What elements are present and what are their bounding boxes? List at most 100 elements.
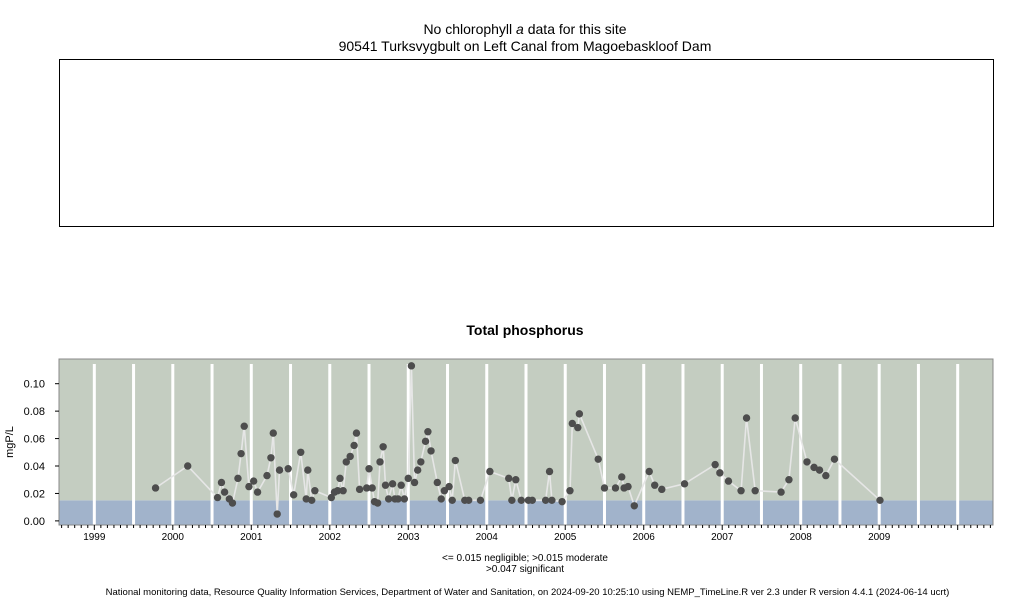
data-point — [742, 414, 751, 422]
data-point — [437, 495, 445, 503]
x-tick-label: 2005 — [554, 532, 577, 543]
data-point — [815, 466, 824, 474]
data-point — [376, 458, 384, 466]
data-point — [304, 466, 312, 474]
data-point — [379, 443, 387, 451]
data-point — [237, 449, 245, 458]
data-point — [486, 467, 494, 476]
data-point — [680, 480, 689, 488]
data-point — [810, 463, 818, 472]
data-point — [284, 465, 292, 473]
y-tick-label: 0.10 — [24, 379, 45, 391]
chart-title: Total phosphorus — [466, 322, 584, 338]
data-point — [541, 496, 550, 505]
threshold-note-1: <= 0.015 negligible; >0.015 moderate — [442, 553, 608, 564]
data-point — [373, 499, 382, 507]
data-point — [253, 488, 262, 496]
x-tick-label: 2009 — [868, 532, 891, 543]
data-point — [220, 488, 229, 496]
y-tick-label: 0.04 — [24, 461, 45, 473]
data-point — [228, 499, 237, 507]
data-point — [476, 496, 485, 505]
data-point — [365, 465, 373, 473]
data-point — [448, 496, 456, 505]
x-tick-label: 2008 — [790, 532, 813, 543]
data-point — [417, 458, 425, 466]
data-point — [517, 496, 525, 505]
data-point — [630, 502, 639, 510]
data-point — [876, 496, 884, 505]
data-point — [269, 429, 277, 437]
x-tick-label: 2001 — [240, 532, 263, 543]
data-point — [400, 495, 409, 503]
data-point — [275, 466, 284, 474]
data-point — [433, 478, 442, 487]
data-point — [737, 487, 745, 495]
data-point — [410, 478, 419, 487]
x-tick-label: 2004 — [476, 532, 499, 543]
data-point — [427, 447, 435, 455]
data-point — [249, 477, 258, 485]
data-point — [545, 467, 554, 476]
data-point — [308, 496, 316, 505]
data-point — [465, 496, 473, 505]
top-title-italic: a — [516, 21, 524, 37]
data-point — [618, 473, 626, 481]
data-point — [413, 466, 422, 474]
x-tick-label: 1999 — [83, 532, 106, 543]
y-tick-label: 0.08 — [24, 406, 45, 418]
data-point — [785, 476, 793, 484]
threshold-note-2: >0.047 significant — [485, 564, 565, 575]
footer-credit: National monitoring data, Resource Quali… — [105, 587, 950, 598]
data-point — [645, 467, 653, 476]
data-point — [751, 487, 759, 495]
data-point — [339, 487, 347, 495]
data-point — [716, 469, 724, 477]
data-point — [424, 428, 432, 436]
data-point — [830, 455, 839, 463]
data-point — [724, 477, 733, 485]
data-point — [803, 458, 811, 466]
data-point — [333, 487, 342, 495]
data-point — [336, 474, 344, 483]
data-point — [445, 482, 453, 491]
data-point — [407, 362, 416, 370]
data-point — [388, 480, 397, 488]
x-tick-label: 2000 — [162, 532, 185, 543]
data-point — [508, 496, 516, 505]
data-point — [263, 471, 271, 480]
data-point — [184, 462, 192, 470]
data-point — [574, 423, 582, 432]
data-point — [217, 478, 226, 487]
y-tick-label: 0.02 — [24, 488, 45, 500]
data-point — [711, 460, 719, 469]
data-point — [658, 485, 666, 494]
data-point — [342, 458, 350, 466]
data-point — [611, 484, 620, 492]
data-point — [267, 454, 275, 462]
data-point — [311, 487, 319, 495]
data-point — [624, 482, 632, 491]
data-point — [451, 456, 460, 465]
data-point — [777, 488, 785, 496]
empty-chlorophyll-panel — [59, 59, 994, 227]
data-point — [151, 484, 160, 492]
data-point — [240, 422, 248, 430]
x-tick-label: 2002 — [319, 532, 342, 543]
x-tick-label: 2006 — [633, 532, 656, 543]
data-point — [548, 496, 556, 505]
site-name: 90541 Turksvygbult on Left Canal from Ma… — [338, 38, 712, 54]
y-axis-label: mgP/L — [4, 426, 16, 458]
top-title-prefix: No chlorophyll — [423, 21, 513, 37]
data-point — [273, 510, 281, 518]
data-point — [346, 452, 354, 461]
data-point — [355, 485, 364, 494]
data-point — [394, 495, 402, 503]
data-point — [568, 419, 577, 428]
data-point — [404, 474, 412, 483]
x-tick-label: 2003 — [397, 532, 420, 543]
data-point — [245, 482, 253, 491]
data-point — [512, 476, 520, 484]
y-tick-label: 0.00 — [24, 516, 45, 528]
x-tick-label: 2007 — [711, 532, 734, 543]
